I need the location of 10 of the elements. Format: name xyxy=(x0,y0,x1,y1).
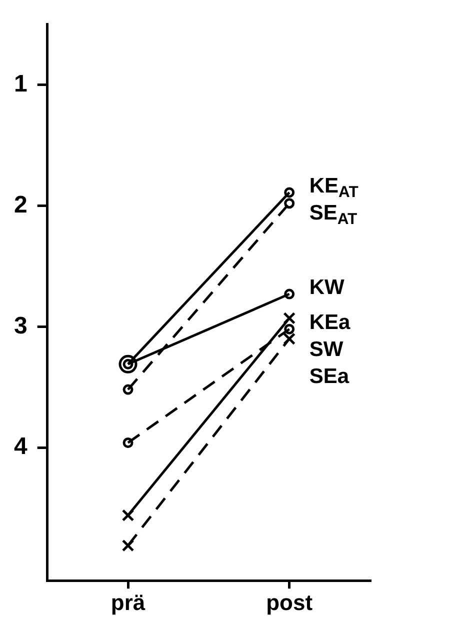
series-label: SEa xyxy=(309,364,350,388)
series-label: SW xyxy=(309,338,344,361)
y-tick-label: 2 xyxy=(14,191,28,218)
series-label: KW xyxy=(309,276,344,299)
y-tick-label: 3 xyxy=(14,312,28,340)
series-label: KEa xyxy=(309,310,351,334)
y-tick-label: 1 xyxy=(14,70,28,98)
x-tick-label: prä xyxy=(110,590,146,615)
y-tick-label: 4 xyxy=(14,433,28,460)
x-tick-label: post xyxy=(266,590,314,615)
